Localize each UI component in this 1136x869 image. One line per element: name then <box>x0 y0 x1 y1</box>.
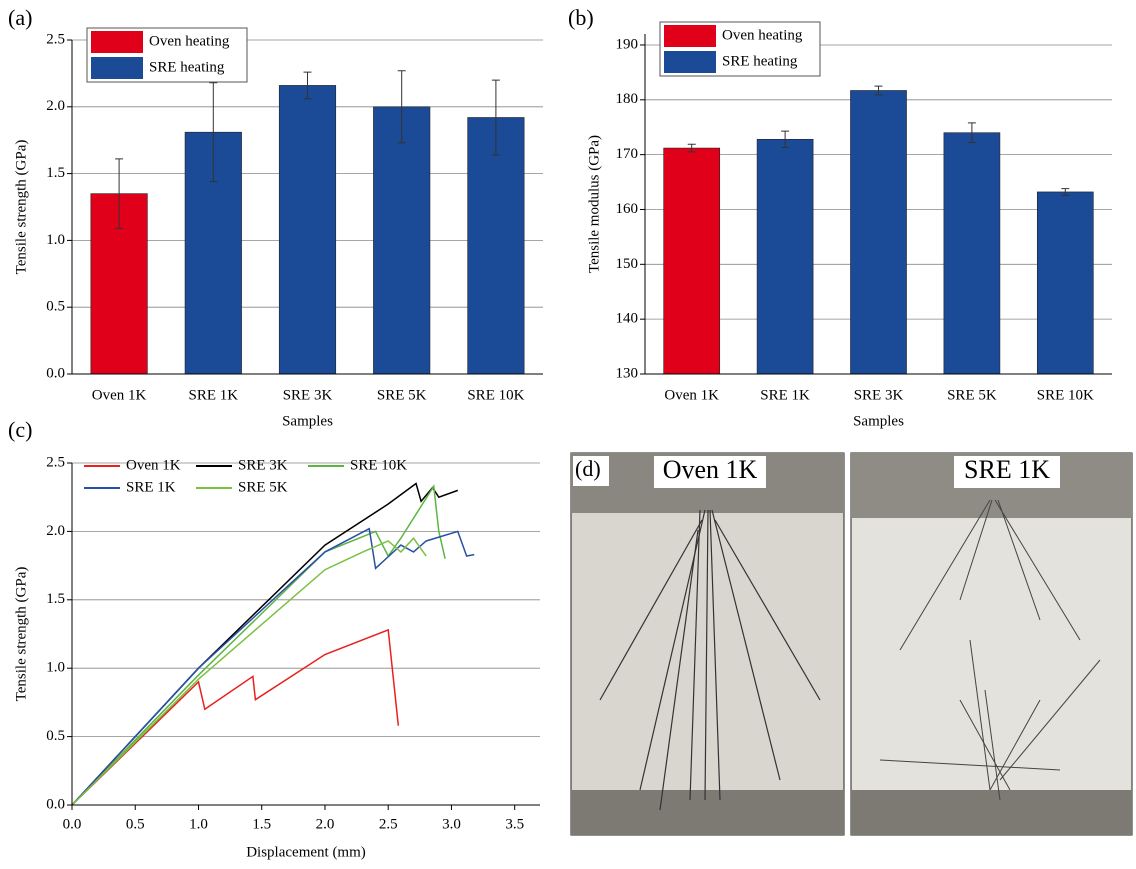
panel-label: (d) <box>575 456 601 481</box>
y-tick-label: 1.0 <box>46 232 65 248</box>
y-tick-label: 1.5 <box>46 165 65 181</box>
line <box>72 630 398 805</box>
bar <box>850 90 906 374</box>
x-axis-label: Samples <box>282 413 333 429</box>
x-tick-label: SRE 1K <box>189 387 239 403</box>
legend-label: SRE 10K <box>350 457 407 473</box>
x-tick-label: 1.0 <box>189 816 208 832</box>
x-tick-label: 3.0 <box>442 816 461 832</box>
panel-label: (c) <box>8 417 32 442</box>
x-tick-label: 2.5 <box>379 816 398 832</box>
legend-label: Oven heating <box>149 33 230 49</box>
y-tick-label: 150 <box>616 256 639 272</box>
legend-label: SRE 1K <box>126 479 176 495</box>
x-tick-label: 0.0 <box>63 816 82 832</box>
y-tick-label: 160 <box>616 201 639 217</box>
photo-caption: Oven 1K <box>663 455 758 484</box>
y-tick-label: 0.5 <box>46 728 65 744</box>
y-tick-label: 2.0 <box>46 523 65 539</box>
legend-label: SRE 5K <box>238 479 288 495</box>
legend-swatch <box>664 25 716 47</box>
figure: (d) Oven 1K SRE 1K (a) 0.0 0.5 1.0 1.5 2.0 2.5… <box>0 0 1136 864</box>
legend-label: Oven 1K <box>126 457 181 473</box>
bar <box>757 139 813 374</box>
legend-label: SRE heating <box>149 59 225 75</box>
y-tick-label: 2.5 <box>46 31 65 47</box>
x-tick-label: SRE 10K <box>467 387 524 403</box>
x-tick-label: Oven 1K <box>92 387 147 403</box>
legend-label: SRE 3K <box>238 457 288 473</box>
y-tick-label: 170 <box>616 146 639 162</box>
x-tick-label: Oven 1K <box>664 387 719 403</box>
chart-panel: (a) 0.0 0.5 1.0 1.5 2.0 2.5 Tensile strength (G… <box>8 5 543 429</box>
y-axis-label: Tensile modulus (GPa) <box>586 135 602 273</box>
x-tick-label: SRE 3K <box>283 387 333 403</box>
x-axis-label: Samples <box>853 413 904 429</box>
legend-swatch <box>91 57 143 79</box>
y-tick-label: 0.5 <box>46 299 65 315</box>
chart-panel: (c) 0.0 0.5 1.0 1.5 2.0 2.5 Tensile strength (G… <box>8 417 540 860</box>
line <box>72 538 426 805</box>
legend-swatch <box>91 31 143 53</box>
bar <box>1037 192 1093 374</box>
bar <box>279 85 336 374</box>
bar <box>944 133 1000 374</box>
legend-swatch <box>664 51 716 73</box>
y-tick-label: 2.0 <box>46 98 65 114</box>
panel-label: (b) <box>568 5 594 30</box>
legend-label: Oven heating <box>722 27 803 43</box>
panel-label: (a) <box>8 5 32 30</box>
photo-caption: SRE 1K <box>964 455 1050 484</box>
y-tick-label: 190 <box>616 36 639 52</box>
x-tick-label: SRE 5K <box>947 387 997 403</box>
x-tick-label: 2.0 <box>316 816 335 832</box>
x-tick-label: SRE 5K <box>377 387 427 403</box>
y-axis-label: Tensile strength (GPa) <box>13 140 29 275</box>
y-tick-label: 1.0 <box>46 660 65 676</box>
x-tick-label: 3.5 <box>505 816 524 832</box>
chart-panel: (b) 130 140 150 160 170 180 190 Tensile modulus … <box>568 5 1112 429</box>
x-tick-label: SRE 3K <box>854 387 904 403</box>
line <box>72 529 474 805</box>
bar <box>664 148 720 374</box>
y-tick-label: 180 <box>616 91 639 107</box>
y-axis-label: Tensile strength (GPa) <box>13 567 29 702</box>
x-tick-label: SRE 10K <box>1037 387 1094 403</box>
bar <box>468 117 525 374</box>
y-tick-label: 140 <box>616 311 639 327</box>
photo-clamp-bottom <box>851 790 1132 835</box>
y-tick-label: 2.5 <box>46 454 65 470</box>
y-tick-label: 130 <box>616 365 639 381</box>
bar <box>373 107 430 374</box>
y-tick-label: 0.0 <box>46 796 65 812</box>
x-tick-label: 0.5 <box>126 816 145 832</box>
legend-label: SRE heating <box>722 53 798 69</box>
x-axis-label: Displacement (mm) <box>246 844 366 860</box>
y-tick-label: 0.0 <box>46 365 65 381</box>
x-tick-label: SRE 1K <box>760 387 810 403</box>
photo-panel: (d) Oven 1K SRE 1K <box>571 453 1132 835</box>
photo-clamp-bottom <box>571 790 844 835</box>
y-tick-label: 1.5 <box>46 591 65 607</box>
x-tick-label: 1.5 <box>252 816 271 832</box>
